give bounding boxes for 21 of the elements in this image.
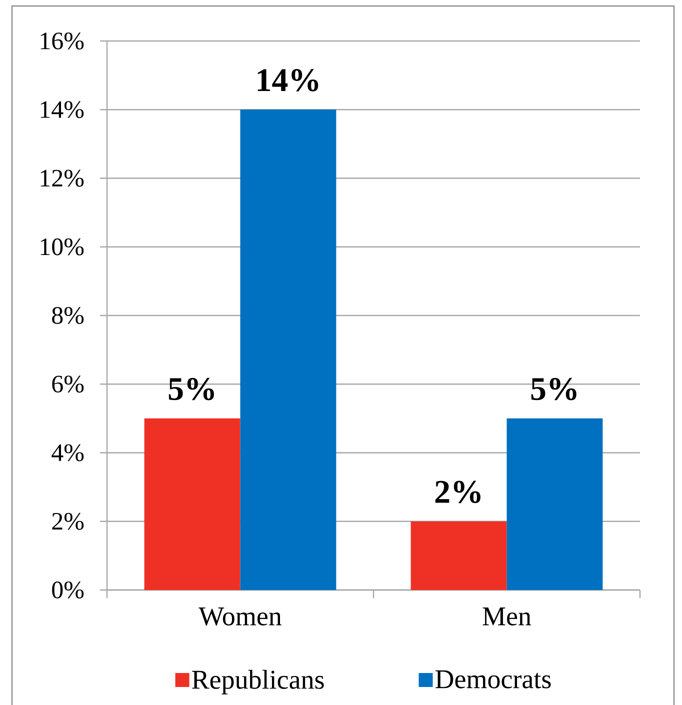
legend-label: Democrats [436,670,551,688]
y-tick-label: 10% [40,238,84,256]
y-tick-label: 4% [52,444,84,462]
y-tick-label: 0% [52,582,84,598]
bar [240,110,336,590]
data-label: 14% [258,69,318,92]
x-tick-label: Men [482,608,532,626]
bar [506,418,603,590]
x-tick-label: Women [198,608,282,626]
data-label: 5% [531,378,576,400]
y-tick-label: 12% [40,170,84,187]
bar [144,418,240,590]
y-tick-label: 16% [40,32,84,50]
data-label: 2% [435,480,480,504]
data-label: 5% [168,378,214,400]
y-tick-label: 2% [52,512,84,530]
y-tick-label: 8% [52,307,84,324]
y-tick-label: 6% [52,376,84,393]
y-tick-label: 14% [40,101,84,118]
bar [410,521,507,590]
legend-label: Republicans [192,670,324,694]
